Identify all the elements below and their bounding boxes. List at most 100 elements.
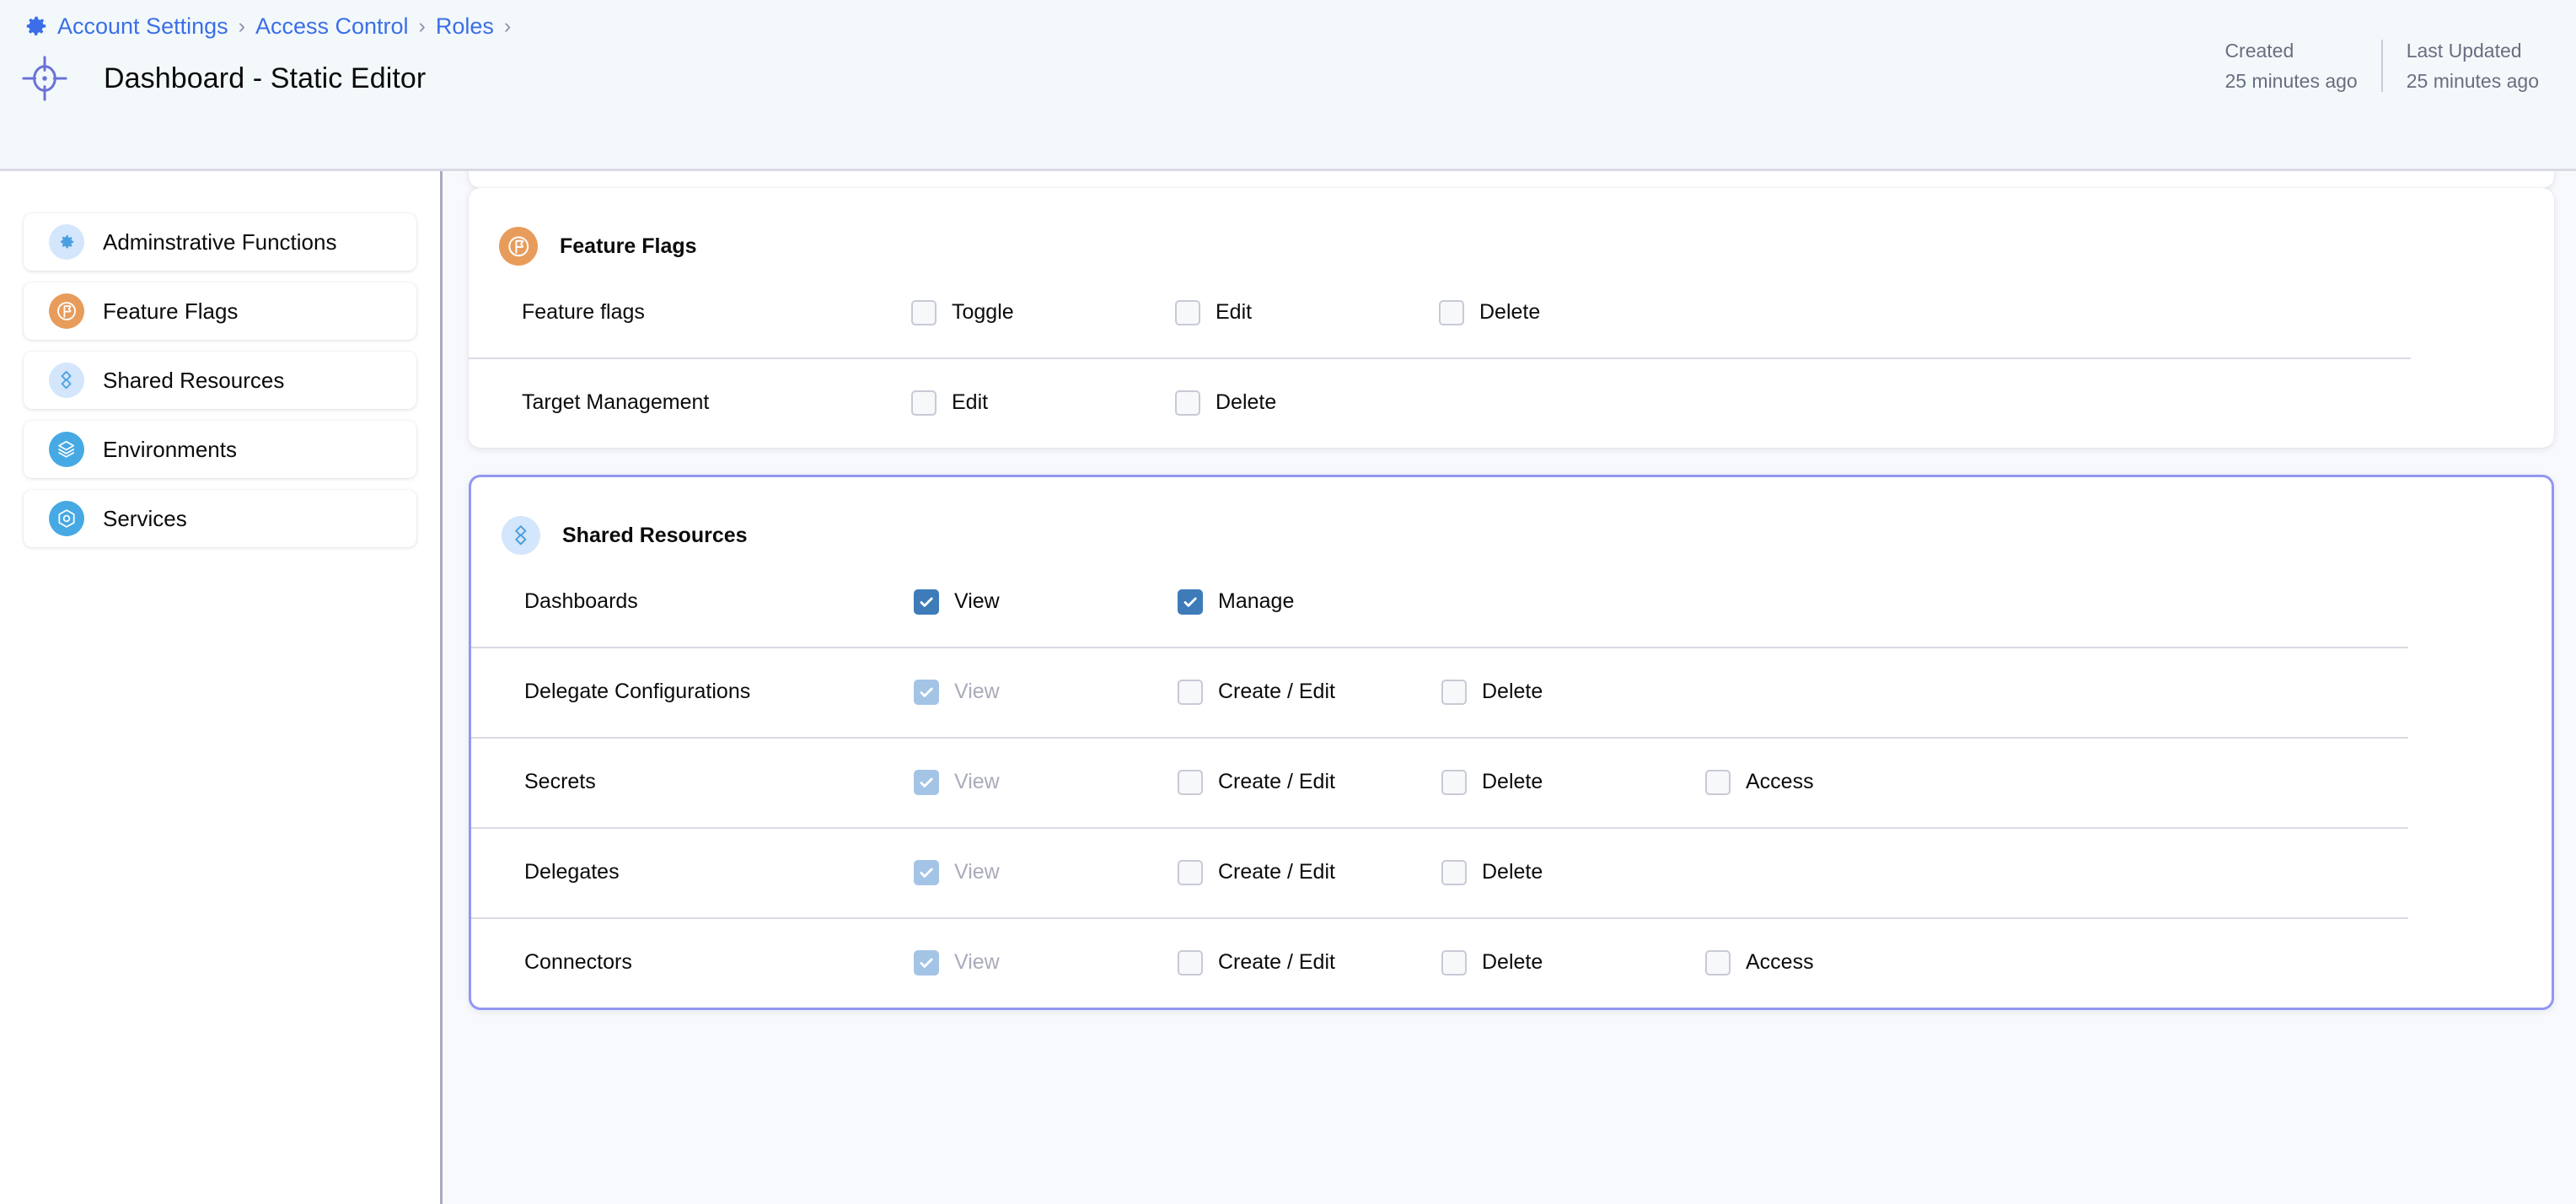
sidebar-item-adminstrative-functions[interactable]: Adminstrative Functions xyxy=(24,213,416,271)
card-partial-above xyxy=(469,171,2554,188)
checkbox-label: Delete xyxy=(1482,860,1543,884)
checkbox-label: Create / Edit xyxy=(1218,770,1335,793)
last-updated-meta: Last Updated 25 minutes ago xyxy=(2383,38,2557,94)
sidebar-item-environments[interactable]: Environments xyxy=(24,421,416,478)
checkbox[interactable] xyxy=(1441,769,1467,795)
permission-options: Edit Delete xyxy=(911,390,2554,416)
permission-option-create-edit[interactable]: Create / Edit xyxy=(1178,859,1441,885)
permission-resource-label: Feature flags xyxy=(522,300,645,324)
permission-options: View Create / Edit Delete Access xyxy=(914,769,2552,795)
permission-cards: Feature Flags Feature flags Toggle Edit Dele… xyxy=(469,188,2554,1010)
checkbox[interactable] xyxy=(1441,859,1467,885)
checkbox-label: View xyxy=(954,589,1000,613)
checkbox-label: View xyxy=(954,680,1000,703)
breadcrumb-separator: › xyxy=(418,13,426,38)
page-title-row: Dashboard - Static Editor xyxy=(19,52,426,105)
sidebar-item-label: Shared Resources xyxy=(103,367,285,393)
resource-group-sidebar: Adminstrative Functions Feature Flags Shar… xyxy=(0,171,443,1204)
permission-resource-label: Target Management xyxy=(522,390,710,414)
checkbox[interactable] xyxy=(1441,679,1467,705)
checkbox[interactable] xyxy=(1441,949,1467,976)
checkbox[interactable] xyxy=(1175,390,1200,416)
checkbox-label: Create / Edit xyxy=(1218,950,1335,974)
permission-row: Delegate Configurations View Create / Edit… xyxy=(471,647,2552,737)
permission-option-edit[interactable]: Edit xyxy=(911,390,1175,416)
permission-option-access[interactable]: Access xyxy=(1705,769,1969,795)
checkbox[interactable] xyxy=(1439,299,1464,325)
checkbox xyxy=(914,859,939,885)
page-title: Dashboard - Static Editor xyxy=(104,62,427,94)
checkbox-label: Create / Edit xyxy=(1218,680,1335,703)
breadcrumb-item-account-settings[interactable]: Account Settings xyxy=(57,13,228,39)
checkbox-label: Toggle xyxy=(952,300,1014,324)
card-title: Shared Resources xyxy=(562,523,748,547)
hexagon-service-icon xyxy=(49,501,84,536)
permission-option-view[interactable]: View xyxy=(914,589,1178,615)
permission-option-delete[interactable]: Delete xyxy=(1441,859,1705,885)
created-label: Created xyxy=(2224,40,2294,62)
layers-cube-icon xyxy=(49,432,84,467)
permission-option-toggle[interactable]: Toggle xyxy=(911,299,1175,325)
permission-option-view: View xyxy=(914,769,1178,795)
breadcrumb-item-access-control[interactable]: Access Control xyxy=(255,13,409,39)
permission-card-shared-resources[interactable]: Shared Resources Dashboards View Manage Dele… xyxy=(469,475,2554,1010)
checkbox-label: Edit xyxy=(952,390,989,414)
checkbox xyxy=(914,949,939,976)
permission-option-delete[interactable]: Delete xyxy=(1441,679,1705,705)
breadcrumb: Account Settings › Access Control › Role… xyxy=(24,12,521,40)
permission-options: Toggle Edit Delete xyxy=(911,299,2554,325)
permission-option-view: View xyxy=(914,949,1178,976)
checkbox[interactable] xyxy=(911,390,936,416)
page-body: Adminstrative Functions Feature Flags Shar… xyxy=(0,171,2576,1204)
permission-option-create-edit[interactable]: Create / Edit xyxy=(1178,679,1441,705)
breadcrumb-separator: › xyxy=(238,13,245,38)
sidebar-item-label: Environments xyxy=(103,436,237,462)
permission-option-delete[interactable]: Delete xyxy=(1439,299,1703,325)
permission-resource-label: Secrets xyxy=(524,770,596,793)
gear-icon xyxy=(24,13,49,39)
sidebar-item-shared-resources[interactable]: Shared Resources xyxy=(24,352,416,409)
page-header: Account Settings › Access Control › Role… xyxy=(0,0,2576,171)
flag-icon xyxy=(499,227,538,266)
created-meta: Created 25 minutes ago xyxy=(2201,38,2380,94)
card-title: Feature Flags xyxy=(560,234,697,258)
checkbox[interactable] xyxy=(1178,589,1203,615)
checkbox-label: Edit xyxy=(1216,300,1253,324)
checkbox-label: Delete xyxy=(1482,770,1543,793)
checkbox[interactable] xyxy=(1178,859,1203,885)
diamond-grid-icon xyxy=(49,363,84,398)
permission-option-edit[interactable]: Edit xyxy=(1175,299,1439,325)
permission-option-delete[interactable]: Delete xyxy=(1441,949,1705,976)
permission-option-delete[interactable]: Delete xyxy=(1175,390,1439,416)
checkbox[interactable] xyxy=(1178,949,1203,976)
permissions-content: Feature Flags Feature flags Toggle Edit Dele… xyxy=(443,171,2576,1204)
permission-option-create-edit[interactable]: Create / Edit xyxy=(1178,769,1441,795)
checkbox[interactable] xyxy=(1705,949,1731,976)
flag-icon xyxy=(49,293,84,329)
permission-card-feature-flags[interactable]: Feature Flags Feature flags Toggle Edit Dele… xyxy=(469,188,2554,448)
sidebar-item-services[interactable]: Services xyxy=(24,490,416,547)
permission-option-view: View xyxy=(914,859,1178,885)
checkbox[interactable] xyxy=(911,299,936,325)
permission-option-manage[interactable]: Manage xyxy=(1178,589,1441,615)
permission-row: Feature flags Toggle Edit Delete xyxy=(469,267,2554,357)
breadcrumb-item-roles[interactable]: Roles xyxy=(435,13,494,39)
permission-option-access[interactable]: Access xyxy=(1705,949,1969,976)
permission-options: View Manage xyxy=(914,589,2552,615)
checkbox-label: View xyxy=(954,950,1000,974)
permission-option-create-edit[interactable]: Create / Edit xyxy=(1178,949,1441,976)
checkbox[interactable] xyxy=(1178,769,1203,795)
permission-row: Target Management Edit Delete xyxy=(469,357,2554,448)
checkbox-label: Access xyxy=(1746,950,1814,974)
checkbox[interactable] xyxy=(1175,299,1200,325)
permission-options: View Create / Edit Delete xyxy=(914,859,2552,885)
checkbox[interactable] xyxy=(1705,769,1731,795)
permission-row: Dashboards View Manage xyxy=(471,556,2552,647)
sidebar-item-feature-flags[interactable]: Feature Flags xyxy=(24,282,416,340)
sidebar-item-label: Services xyxy=(103,505,187,531)
checkbox[interactable] xyxy=(914,589,939,615)
checkbox[interactable] xyxy=(1178,679,1203,705)
permission-option-delete[interactable]: Delete xyxy=(1441,769,1705,795)
checkbox-label: Delete xyxy=(1482,950,1543,974)
